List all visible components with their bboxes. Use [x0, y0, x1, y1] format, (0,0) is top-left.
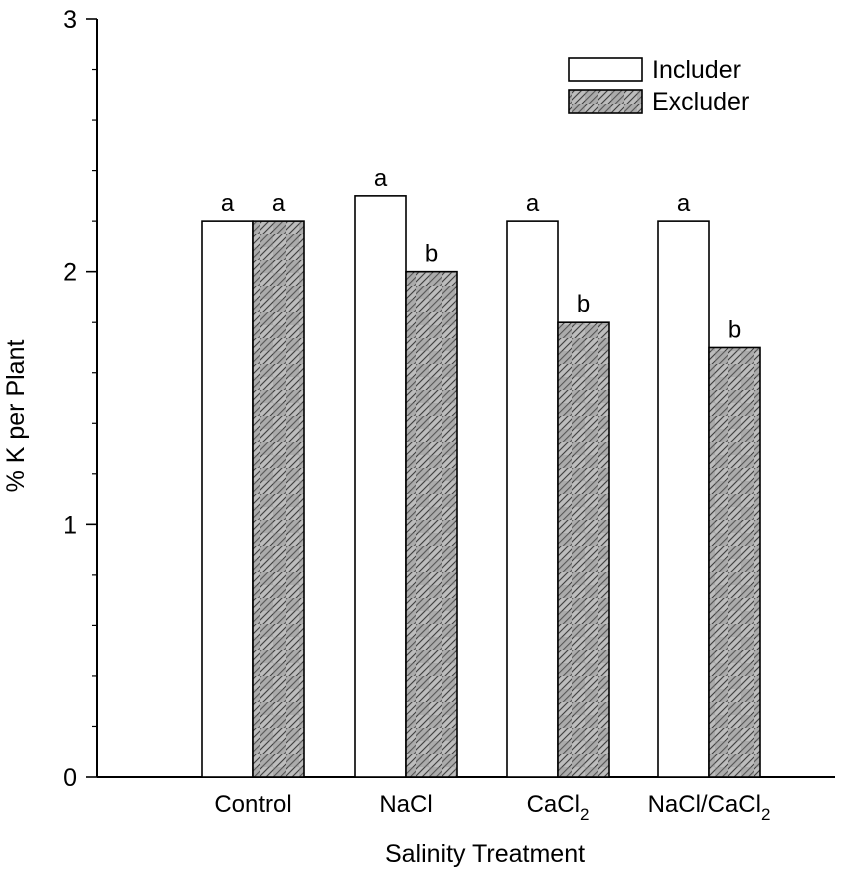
y-tick-label: 2 — [63, 259, 77, 287]
y-tick-label: 3 — [63, 6, 77, 34]
x-tick-label: Control — [214, 791, 291, 818]
significance-letter: a — [272, 190, 286, 217]
x-tick-label: NaCl/CaCl2 — [648, 791, 771, 824]
axes: 0 1 2 3 % K per Plant Salinity Treatment — [2, 6, 835, 868]
x-tick-label: CaCl2 — [527, 791, 590, 824]
y-tick-label: 1 — [63, 511, 77, 539]
bar-includer-1 — [354, 195, 407, 778]
legend-swatch-excluder — [568, 89, 643, 114]
significance-letter: a — [221, 190, 235, 217]
bar-includer-0 — [201, 220, 254, 778]
bar-excluder-2 — [557, 321, 610, 778]
bars — [201, 195, 761, 778]
bar-excluder-3 — [708, 346, 761, 778]
legend: Includer Excluder — [568, 56, 749, 116]
significance-letter: b — [728, 316, 741, 343]
significance-letter: b — [425, 241, 438, 268]
significance-letter: a — [374, 165, 388, 192]
bar-excluder-1 — [405, 270, 458, 778]
x-tick-label: NaCl — [379, 791, 432, 818]
x-axis-label: Salinity Treatment — [385, 840, 585, 868]
significance-letter: a — [526, 190, 540, 217]
bar-includer-2 — [506, 220, 559, 778]
labels: a a Control a b NaCl a b CaCl2 a b NaCl/CaCl2 — [214, 165, 770, 824]
bar-excluder-0 — [252, 220, 305, 778]
legend-swatch-includer — [568, 57, 643, 82]
significance-letter: b — [577, 291, 590, 318]
y-tick-label: 0 — [63, 764, 77, 792]
legend-label: Excluder — [652, 88, 749, 116]
significance-letter: a — [677, 190, 691, 217]
bar-includer-3 — [657, 220, 710, 778]
y-axis-label: % K per Plant — [2, 340, 30, 493]
legend-label: Includer — [652, 56, 741, 84]
